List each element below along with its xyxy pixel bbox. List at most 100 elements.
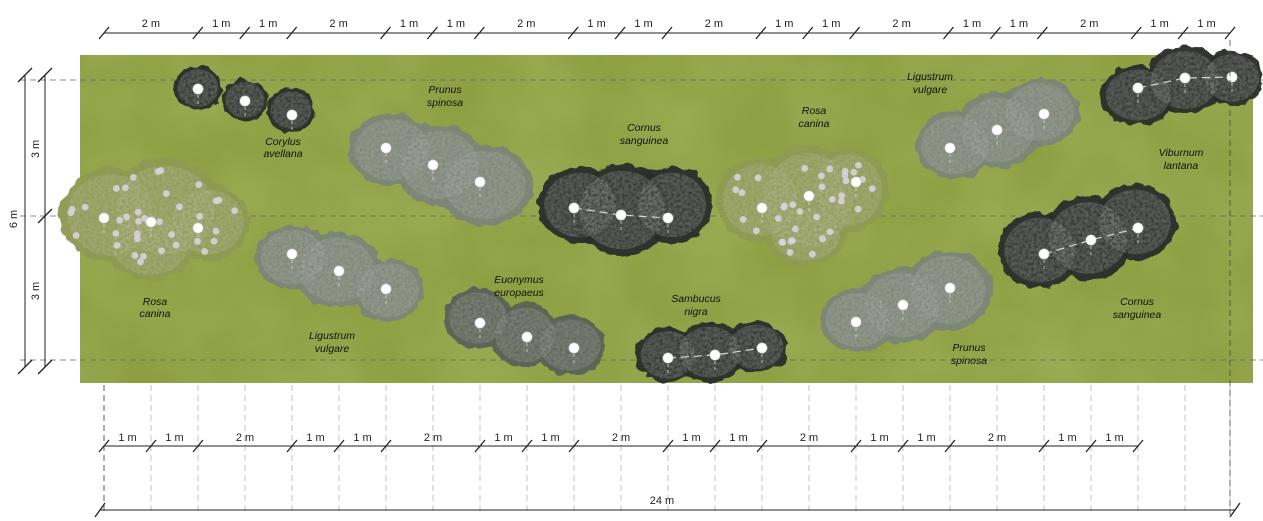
flower-mark: [774, 214, 782, 222]
flower-mark: [854, 161, 862, 169]
plant-label: Ligustrum vulgare: [907, 71, 953, 96]
dimension-label: 1 m: [1010, 18, 1028, 30]
flower-mark: [786, 249, 794, 256]
flower-mark: [796, 208, 804, 215]
shrub-group: [915, 78, 1080, 179]
flower-mark: [116, 216, 124, 224]
flower-mark: [752, 227, 760, 235]
total-length-label: 24 m: [650, 495, 674, 507]
flower-mark: [818, 172, 825, 180]
planting-point: [474, 317, 486, 329]
flower-mark: [215, 196, 223, 204]
top-dimension-chain: 2 m 1 m 1 m 2 m 1 m 1 m 2 m 1 m 1 m 2 m 1 m 1 m 2 m 1…: [98, 18, 1236, 40]
flower-mark: [134, 208, 142, 216]
shrub-group: [538, 164, 712, 256]
planting-point: [662, 352, 674, 364]
dimension-label: 1 m: [541, 432, 559, 444]
dimension-label: 1 m: [1105, 432, 1123, 444]
flower-mark: [854, 205, 862, 213]
flower-mark: [135, 217, 142, 225]
plant-label: Cornus sanguinea: [1113, 296, 1162, 321]
plant-label: Ligustrum vulgare: [309, 330, 355, 355]
dimension-label: 1 m: [212, 18, 230, 30]
dimension-label: 1 m: [306, 432, 324, 444]
planting-point: [756, 342, 768, 354]
flower-mark: [787, 238, 795, 245]
plant-label: Rosa canina: [799, 105, 830, 130]
dimension-label: 1 m: [494, 432, 512, 444]
planting-point: [1038, 248, 1050, 260]
total-length-dimension: 24 m: [94, 40, 1241, 518]
planting-point: [192, 222, 204, 234]
dimension-label: 2 m: [705, 18, 723, 30]
planting-point: [286, 109, 298, 121]
plant-label: Sambucus nigra: [671, 293, 721, 318]
flower-mark: [112, 185, 120, 192]
flower-mark: [210, 237, 218, 245]
dimension-label: 2 m: [892, 18, 910, 30]
planting-point: [850, 316, 862, 328]
planting-point: [239, 95, 251, 107]
planting-point: [286, 248, 298, 260]
planting-point: [803, 190, 815, 202]
shrub-group: [444, 288, 606, 375]
plant-label: Corylus avellana: [263, 136, 302, 160]
width-part-label: 3 m: [30, 282, 42, 300]
flower-mark: [842, 177, 850, 185]
plant-labels: Rosa canina Corylus avellana Prunus spinosa…: [140, 71, 1204, 367]
planting-point: [1085, 234, 1097, 246]
flower-mark: [868, 185, 876, 193]
planting-point: [756, 202, 768, 214]
flower-mark: [133, 235, 141, 243]
shrub-group: [1100, 46, 1263, 125]
flower-mark: [131, 252, 139, 259]
planting-point: [897, 299, 909, 311]
flower-mark: [137, 258, 144, 266]
flower-mark: [162, 190, 170, 197]
dimension-label: 1 m: [917, 432, 935, 444]
shrub-group: [998, 184, 1177, 288]
flower-mark: [67, 209, 75, 217]
dimension-label: 2 m: [612, 432, 630, 444]
shrub-group: [636, 321, 788, 383]
planting-point: [192, 83, 204, 95]
shrub-group: [60, 158, 250, 280]
dimension-label: 1 m: [1150, 18, 1168, 30]
planting-point: [944, 282, 956, 294]
planting-point: [98, 212, 110, 224]
planting-point: [521, 331, 533, 343]
flower-mark: [194, 237, 201, 245]
plant-label: Euonymus europaeus: [494, 274, 544, 299]
planting-point: [1132, 82, 1144, 94]
shrub-group: [174, 66, 315, 133]
flower-mark: [201, 248, 208, 255]
flower-mark: [732, 186, 740, 194]
flower-mark: [779, 238, 787, 246]
shrub-group: [255, 225, 424, 322]
flower-mark: [212, 227, 220, 235]
shrub-group: [348, 114, 533, 225]
planting-point: [380, 142, 392, 154]
dimension-label: 2 m: [424, 432, 442, 444]
flower-mark: [231, 207, 239, 215]
bottom-dimension-chain: 1 m 1 m 2 m 1 m 1 m 2 m 1 m 1 m 2 m 1 m 1 m 2 m 1 m 1…: [98, 432, 1144, 453]
flower-mark: [157, 167, 165, 174]
flower-mark: [792, 225, 799, 233]
flower-mark: [168, 231, 176, 238]
flower-mark: [172, 241, 180, 249]
dimension-label: 1 m: [259, 18, 277, 30]
width-dimension: 6 m 3 m 3 m: [8, 67, 53, 375]
width-part-label: 3 m: [30, 140, 42, 158]
planting-point: [474, 176, 486, 188]
dimension-label: 1 m: [353, 432, 371, 444]
plant-label: Viburnum lantana: [1159, 147, 1204, 172]
dimension-label: 1 m: [165, 432, 183, 444]
planting-point: [427, 159, 439, 171]
planting-point: [1226, 71, 1238, 83]
plant-label: Cornus sanguinea: [620, 122, 669, 147]
plant-label: Rosa canina: [140, 296, 171, 320]
flower-mark: [739, 216, 747, 223]
flower-mark: [801, 164, 808, 172]
flower-mark: [81, 203, 89, 211]
planting-point: [850, 176, 862, 188]
